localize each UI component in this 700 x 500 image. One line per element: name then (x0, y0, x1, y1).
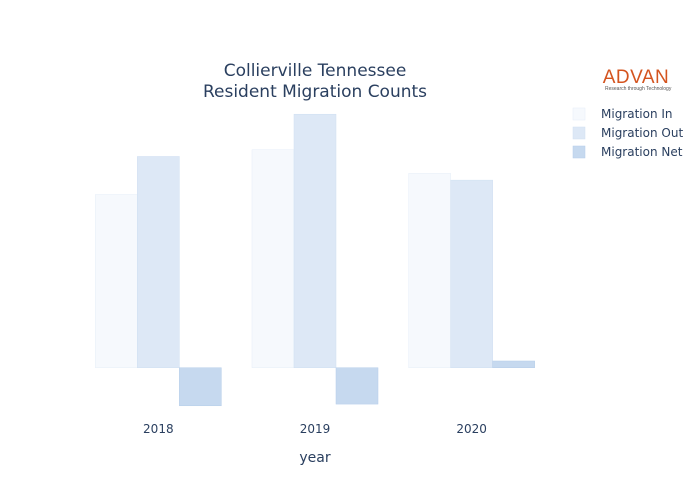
bar-migration-out-2019[interactable] (293, 113, 337, 368)
logo-tagline: Research through Technology (605, 86, 672, 92)
x-tick-2020: 2020 (456, 422, 487, 436)
bar-migration-out-2018[interactable] (137, 156, 180, 368)
x-axis-title: year (299, 450, 330, 466)
bar-migration-net-2018[interactable] (179, 367, 222, 407)
bar-migration-out-2020[interactable] (450, 179, 493, 368)
legend[interactable]: Migration In Migration Out Migration Net (572, 107, 683, 159)
legend-label: Migration Out (601, 126, 683, 140)
x-tick-2019: 2019 (300, 422, 331, 436)
legend-swatch (572, 107, 586, 121)
legend-swatch (572, 126, 586, 140)
logo-wordmark: ADVAN (603, 67, 670, 88)
x-tick-labels: 2018 2019 2020 (143, 422, 487, 436)
bars-group (95, 113, 535, 407)
advan-logo: ADVAN Research through Technology (603, 67, 672, 92)
bar-migration-in-2018[interactable] (95, 194, 138, 368)
legend-label: Migration In (601, 107, 673, 121)
bar-migration-in-2019[interactable] (251, 149, 295, 368)
x-tick-2018: 2018 (143, 422, 174, 436)
legend-item-migration-in[interactable]: Migration In (572, 107, 673, 121)
chart-subtitle: Resident Migration Counts (203, 82, 427, 102)
legend-swatch (572, 145, 586, 159)
legend-item-migration-out[interactable]: Migration Out (572, 126, 683, 140)
bar-migration-net-2019[interactable] (335, 367, 379, 405)
legend-item-migration-net[interactable]: Migration Net (572, 145, 683, 159)
bar-migration-net-2020[interactable] (492, 360, 535, 368)
bar-migration-in-2020[interactable] (408, 173, 451, 368)
legend-label: Migration Net (601, 145, 683, 159)
chart-title: Collierville Tennessee (224, 61, 407, 81)
